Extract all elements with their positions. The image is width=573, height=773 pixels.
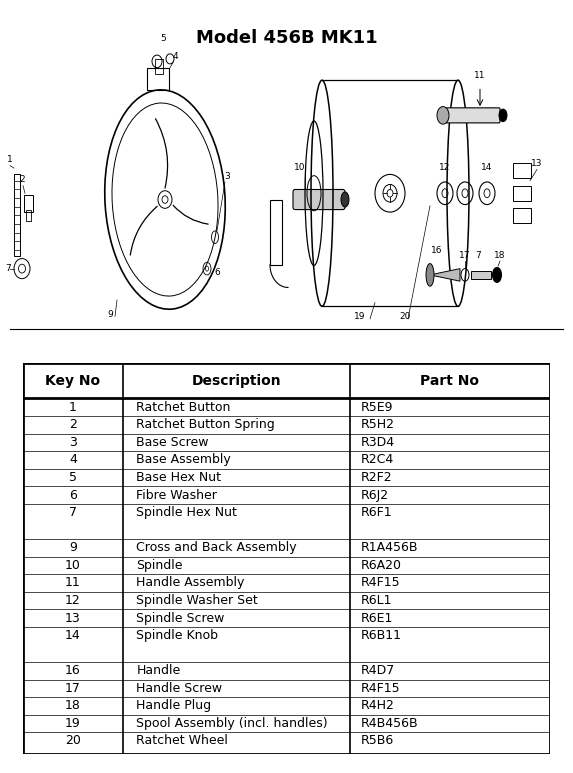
Ellipse shape (437, 107, 449, 124)
Text: 12: 12 (439, 163, 451, 172)
Text: 11: 11 (65, 577, 81, 589)
Bar (155, 59, 163, 74)
Text: R5E9: R5E9 (360, 400, 393, 414)
Text: 4: 4 (172, 53, 178, 61)
Text: Base Screw: Base Screw (136, 436, 209, 449)
Ellipse shape (499, 109, 507, 121)
Text: Spindle Washer Set: Spindle Washer Set (136, 594, 258, 607)
Text: Ratchet Button: Ratchet Button (136, 400, 231, 414)
Bar (513, 208, 531, 223)
Text: 20: 20 (399, 312, 411, 322)
Text: Cross and Back Assembly: Cross and Back Assembly (136, 541, 297, 554)
Text: 20: 20 (65, 734, 81, 747)
Text: Spindle Screw: Spindle Screw (136, 611, 225, 625)
Text: Fibre Washer: Fibre Washer (136, 489, 217, 502)
Bar (513, 186, 531, 201)
Ellipse shape (426, 264, 434, 286)
Text: Handle Screw: Handle Screw (136, 682, 222, 695)
Text: Handle Plug: Handle Plug (136, 700, 211, 713)
Text: 9: 9 (69, 541, 77, 554)
Bar (513, 163, 531, 178)
Text: 3: 3 (69, 436, 77, 449)
Bar (147, 68, 169, 90)
Text: R2F2: R2F2 (360, 471, 392, 484)
Polygon shape (430, 268, 460, 281)
Text: R4B456B: R4B456B (360, 717, 418, 730)
Text: 16: 16 (431, 246, 443, 255)
Text: 3: 3 (224, 172, 230, 181)
Text: 13: 13 (65, 611, 81, 625)
Text: 19: 19 (65, 717, 81, 730)
Text: 14: 14 (481, 163, 493, 172)
Text: Spool Assembly (incl. handles): Spool Assembly (incl. handles) (136, 717, 328, 730)
Text: Model 456B MK11: Model 456B MK11 (196, 29, 377, 47)
Text: R1A456B: R1A456B (360, 541, 418, 554)
Ellipse shape (493, 267, 501, 282)
Text: R5B6: R5B6 (360, 734, 394, 747)
Text: 2: 2 (69, 418, 77, 431)
Text: Ratchet Wheel: Ratchet Wheel (136, 734, 228, 747)
Text: Key No: Key No (45, 374, 101, 388)
Text: R6F1: R6F1 (360, 506, 392, 519)
Text: R5H2: R5H2 (360, 418, 394, 431)
Text: R4F15: R4F15 (360, 577, 400, 589)
Text: 19: 19 (354, 312, 366, 322)
Text: R6J2: R6J2 (360, 489, 388, 502)
Text: R2C4: R2C4 (360, 454, 394, 466)
Text: R6L1: R6L1 (360, 594, 392, 607)
Text: R4D7: R4D7 (360, 664, 395, 677)
Text: 6: 6 (69, 489, 77, 502)
Text: Spindle Hex Nut: Spindle Hex Nut (136, 506, 237, 519)
Text: 10: 10 (65, 559, 81, 572)
Text: R6B11: R6B11 (360, 629, 401, 642)
Text: 7: 7 (5, 264, 11, 273)
Text: 4: 4 (69, 454, 77, 466)
Text: 6: 6 (214, 268, 220, 277)
Bar (24, 195, 33, 212)
Text: 17: 17 (459, 250, 471, 260)
Text: 13: 13 (531, 159, 543, 168)
Text: 5: 5 (69, 471, 77, 484)
Text: 10: 10 (295, 163, 306, 172)
Text: Spindle: Spindle (136, 559, 183, 572)
FancyBboxPatch shape (446, 107, 500, 123)
Text: 5: 5 (160, 33, 166, 43)
Text: 1: 1 (7, 155, 13, 165)
Text: Handle: Handle (136, 664, 180, 677)
Bar (471, 271, 491, 278)
Text: R4F15: R4F15 (360, 682, 400, 695)
Text: Spindle Knob: Spindle Knob (136, 629, 218, 642)
Text: 7: 7 (69, 506, 77, 519)
Text: R3D4: R3D4 (360, 436, 394, 449)
Text: 7: 7 (475, 250, 481, 260)
Bar (26, 209, 31, 221)
Text: Part No: Part No (421, 374, 480, 388)
Text: R4H2: R4H2 (360, 700, 394, 713)
Text: 11: 11 (474, 71, 486, 80)
Text: R6A20: R6A20 (360, 559, 401, 572)
Text: 18: 18 (494, 250, 506, 260)
Text: 9: 9 (107, 310, 113, 318)
Text: 2: 2 (19, 175, 25, 185)
Text: 12: 12 (65, 594, 81, 607)
Text: Base Assembly: Base Assembly (136, 454, 231, 466)
Text: Description: Description (191, 374, 281, 388)
FancyBboxPatch shape (293, 189, 345, 209)
Bar (14, 175, 20, 256)
Ellipse shape (341, 192, 349, 207)
Text: 16: 16 (65, 664, 81, 677)
Text: Handle Assembly: Handle Assembly (136, 577, 245, 589)
Text: Ratchet Button Spring: Ratchet Button Spring (136, 418, 275, 431)
Text: 18: 18 (65, 700, 81, 713)
Text: Base Hex Nut: Base Hex Nut (136, 471, 221, 484)
Text: 17: 17 (65, 682, 81, 695)
Text: 1: 1 (69, 400, 77, 414)
Bar (270, 199, 282, 265)
Text: 14: 14 (65, 629, 81, 642)
Text: R6E1: R6E1 (360, 611, 393, 625)
